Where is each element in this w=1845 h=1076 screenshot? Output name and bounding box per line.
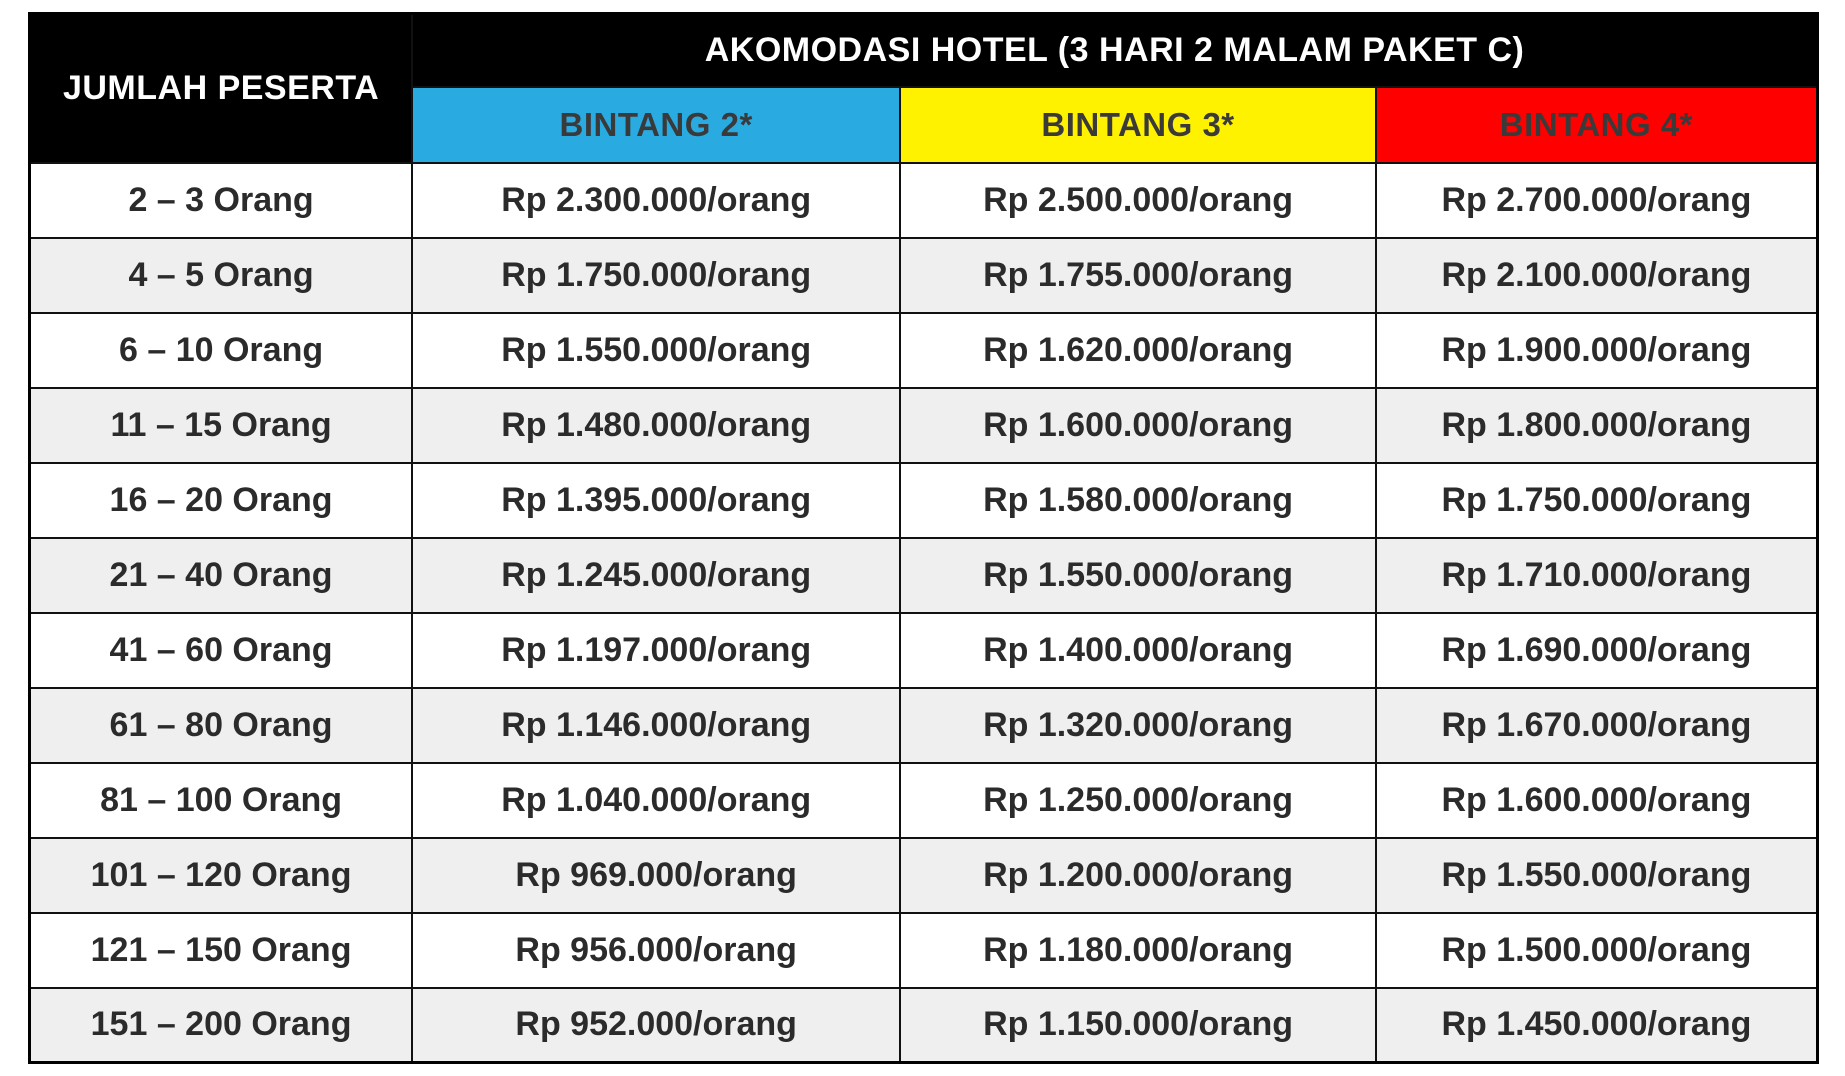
peserta-cell: 151 – 200 Orang (28, 986, 414, 1064)
table-row: 2 – 3 Orang Rp 2.300.000/orang Rp 2.500.00… (28, 161, 1819, 239)
table-row: 81 – 100 Orang Rp 1.040.000/orang Rp 1.250… (28, 761, 1819, 839)
column-header-bintang-2: BINTANG 2* (411, 85, 902, 164)
price-cell: Rp 1.690.000/orang (1374, 611, 1819, 689)
table-row: 151 – 200 Orang Rp 952.000/orang Rp 1.150.… (28, 986, 1819, 1064)
price-cell: Rp 1.800.000/orang (1374, 386, 1819, 464)
price-cell: Rp 1.400.000/orang (899, 611, 1377, 689)
price-cell: Rp 2.300.000/orang (411, 161, 902, 239)
price-cell: Rp 1.245.000/orang (411, 536, 902, 614)
price-cell: Rp 1.146.000/orang (411, 686, 902, 764)
peserta-cell: 2 – 3 Orang (28, 161, 414, 239)
price-cell: Rp 1.750.000/orang (411, 236, 902, 314)
price-cell: Rp 1.755.000/orang (899, 236, 1377, 314)
peserta-cell: 81 – 100 Orang (28, 761, 414, 839)
price-cell: Rp 1.395.000/orang (411, 461, 902, 539)
table-row: 4 – 5 Orang Rp 1.750.000/orang Rp 1.755.00… (28, 236, 1819, 314)
table-row: 101 – 120 Orang Rp 969.000/orang Rp 1.200.… (28, 836, 1819, 914)
price-cell: Rp 952.000/orang (411, 986, 902, 1064)
price-cell: Rp 2.100.000/orang (1374, 236, 1819, 314)
price-cell: Rp 1.450.000/orang (1374, 986, 1819, 1064)
peserta-cell: 4 – 5 Orang (28, 236, 414, 314)
price-cell: Rp 1.670.000/orang (1374, 686, 1819, 764)
price-cell: Rp 1.620.000/orang (899, 311, 1377, 389)
price-cell: Rp 1.200.000/orang (899, 836, 1377, 914)
peserta-cell: 121 – 150 Orang (28, 911, 414, 989)
table-title: AKOMODASI HOTEL (3 HARI 2 MALAM PAKET C) (411, 12, 1819, 88)
peserta-cell: 41 – 60 Orang (28, 611, 414, 689)
peserta-cell: 6 – 10 Orang (28, 311, 414, 389)
table-row: 61 – 80 Orang Rp 1.146.000/orang Rp 1.320.… (28, 686, 1819, 764)
price-cell: Rp 1.550.000/orang (411, 311, 902, 389)
column-header-jumlah-peserta: JUMLAH PESERTA (28, 12, 414, 164)
peserta-cell: 21 – 40 Orang (28, 536, 414, 614)
price-cell: Rp 1.580.000/orang (899, 461, 1377, 539)
price-cell: Rp 1.900.000/orang (1374, 311, 1819, 389)
table-body: 2 – 3 Orang Rp 2.300.000/orang Rp 2.500.00… (28, 161, 1819, 1064)
column-header-bintang-3: BINTANG 3* (899, 85, 1377, 164)
price-cell: Rp 2.700.000/orang (1374, 161, 1819, 239)
price-cell: Rp 1.197.000/orang (411, 611, 902, 689)
price-cell: Rp 1.550.000/orang (1374, 836, 1819, 914)
price-cell: Rp 1.180.000/orang (899, 911, 1377, 989)
price-cell: Rp 1.320.000/orang (899, 686, 1377, 764)
table-row: 11 – 15 Orang Rp 1.480.000/orang Rp 1.600.… (28, 386, 1819, 464)
price-cell: Rp 1.600.000/orang (899, 386, 1377, 464)
price-cell: Rp 1.550.000/orang (899, 536, 1377, 614)
table-row: 121 – 150 Orang Rp 956.000/orang Rp 1.180.… (28, 911, 1819, 989)
column-header-bintang-4: BINTANG 4* (1374, 85, 1819, 164)
price-cell: Rp 1.710.000/orang (1374, 536, 1819, 614)
peserta-cell: 16 – 20 Orang (28, 461, 414, 539)
table-row: 6 – 10 Orang Rp 1.550.000/orang Rp 1.620.0… (28, 311, 1819, 389)
peserta-cell: 11 – 15 Orang (28, 386, 414, 464)
price-cell: Rp 969.000/orang (411, 836, 902, 914)
price-cell: Rp 1.500.000/orang (1374, 911, 1819, 989)
table-row: 41 – 60 Orang Rp 1.197.000/orang Rp 1.400.… (28, 611, 1819, 689)
price-cell: Rp 1.750.000/orang (1374, 461, 1819, 539)
price-cell: Rp 1.040.000/orang (411, 761, 902, 839)
price-cell: Rp 1.150.000/orang (899, 986, 1377, 1064)
peserta-cell: 101 – 120 Orang (28, 836, 414, 914)
hotel-pricing-table: JUMLAH PESERTA AKOMODASI HOTEL (3 HARI 2… (28, 12, 1819, 1064)
price-cell: Rp 1.480.000/orang (411, 386, 902, 464)
table-row: 16 – 20 Orang Rp 1.395.000/orang Rp 1.580.… (28, 461, 1819, 539)
price-cell: Rp 1.250.000/orang (899, 761, 1377, 839)
price-cell: Rp 2.500.000/orang (899, 161, 1377, 239)
price-cell: Rp 1.600.000/orang (1374, 761, 1819, 839)
table-row: 21 – 40 Orang Rp 1.245.000/orang Rp 1.550.… (28, 536, 1819, 614)
price-cell: Rp 956.000/orang (411, 911, 902, 989)
peserta-cell: 61 – 80 Orang (28, 686, 414, 764)
